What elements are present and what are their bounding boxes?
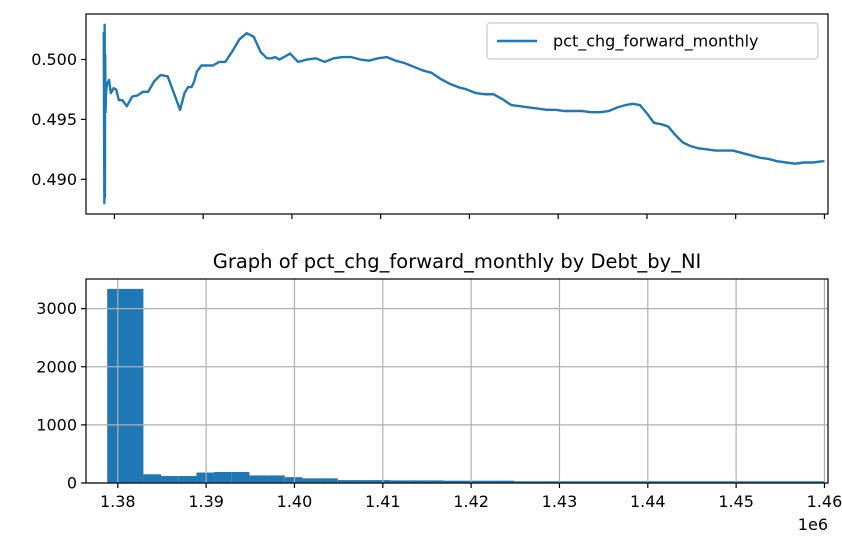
y-tick-label: 0.490 xyxy=(31,170,77,189)
histogram-y-axis: 0 1000 2000 3000 xyxy=(36,299,86,493)
histogram-bar xyxy=(443,480,462,483)
histogram-bar xyxy=(461,480,480,483)
histogram-bar xyxy=(514,481,825,483)
histogram-bar xyxy=(143,474,162,483)
y-tick-label: 0 xyxy=(67,474,77,493)
y-tick-label: 0.500 xyxy=(31,50,77,69)
x-axis-offset-label: 1e6 xyxy=(798,515,828,534)
y-tick-label: 1000 xyxy=(36,415,77,434)
histogram-grid xyxy=(86,279,828,484)
line-series-pct-chg-forward-monthly xyxy=(102,23,825,205)
x-tick-label: 1.46 xyxy=(807,492,842,511)
x-tick-label: 1.38 xyxy=(100,492,136,511)
legend-label: pct_chg_forward_monthly xyxy=(553,32,759,52)
histogram-bar xyxy=(267,475,285,483)
y-tick-label: 3000 xyxy=(36,299,77,318)
histogram-bar xyxy=(408,480,427,483)
x-tick-label: 1.39 xyxy=(188,492,224,511)
histogram-bar xyxy=(178,476,197,483)
histogram-x-axis: 1.38 1.39 1.40 1.41 1.42 1.43 1.44 1.45 1.46 xyxy=(100,483,842,511)
histogram-title: Graph of pct_chg_forward_monthly by Debt… xyxy=(213,250,702,273)
x-tick-label: 1.41 xyxy=(365,492,401,511)
histogram-bar xyxy=(302,478,321,483)
line-chart-x-axis xyxy=(113,214,826,219)
x-tick-label: 1.45 xyxy=(718,492,754,511)
y-tick-label: 2000 xyxy=(36,357,77,376)
histogram-bar xyxy=(249,475,268,483)
legend-box xyxy=(486,22,819,60)
line-chart-panel: 0.490 0.495 0.500 pct_chg_forward_monthly xyxy=(31,13,829,219)
histogram-panel: Graph of pct_chg_forward_monthly by Debt… xyxy=(36,250,842,534)
histogram-bar xyxy=(231,471,250,483)
histogram-bar xyxy=(373,480,391,483)
histogram-bar xyxy=(284,477,303,483)
line-series-group xyxy=(102,23,825,205)
histogram-bar xyxy=(426,480,444,483)
histogram-bar xyxy=(196,472,215,483)
x-tick-label: 1.42 xyxy=(453,492,489,511)
x-tick-label: 1.43 xyxy=(542,492,578,511)
histogram-frame xyxy=(85,278,829,484)
legend: pct_chg_forward_monthly xyxy=(486,22,819,60)
x-tick-label: 1.40 xyxy=(277,492,313,511)
histogram-bar xyxy=(390,480,409,483)
y-tick-label: 0.495 xyxy=(31,110,77,129)
histogram-bar xyxy=(320,478,338,483)
histogram-bars-group xyxy=(107,288,825,483)
histogram-bar xyxy=(107,288,144,483)
line-chart-frame xyxy=(85,13,829,215)
histogram-bar xyxy=(479,480,515,483)
histogram-bar xyxy=(355,480,374,483)
histogram-bar xyxy=(161,476,179,483)
x-tick-label: 1.44 xyxy=(630,492,666,511)
line-chart-y-axis: 0.490 0.495 0.500 xyxy=(31,50,86,189)
histogram-bar xyxy=(214,471,232,483)
histogram-bar xyxy=(337,480,356,483)
